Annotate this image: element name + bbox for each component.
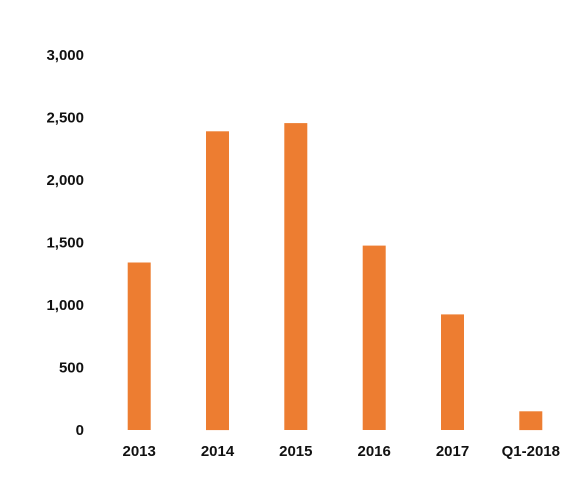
bar-series	[127, 123, 543, 431]
y-tick-label: 1,000	[46, 297, 84, 314]
y-tick-label: 500	[59, 360, 84, 377]
bar-2014	[206, 131, 229, 431]
bar-2015	[284, 123, 308, 430]
x-tick-label: 2013	[123, 443, 156, 460]
x-axis: 2013 2014 2015 2016 2017 Q1-2018	[123, 443, 560, 460]
x-tick-label: 2017	[436, 443, 469, 460]
bar-2016	[362, 245, 386, 430]
y-tick-label: 2,000	[46, 172, 84, 189]
y-tick-label: 0	[76, 422, 84, 439]
bar-2013	[127, 262, 151, 430]
bar-q1-2018	[519, 411, 543, 431]
y-tick-label: 3,000	[46, 47, 84, 64]
x-tick-label: Q1-2018	[502, 443, 560, 460]
x-tick-label: 2015	[279, 443, 312, 460]
y-axis: 0 500 1,000 1,500 2,000 2,500 3,000	[46, 47, 84, 439]
x-tick-label: 2014	[201, 443, 235, 460]
y-tick-label: 2,500	[46, 110, 84, 127]
y-tick-label: 1,500	[46, 235, 84, 252]
x-tick-label: 2016	[358, 443, 391, 460]
bar-2017	[441, 314, 464, 430]
